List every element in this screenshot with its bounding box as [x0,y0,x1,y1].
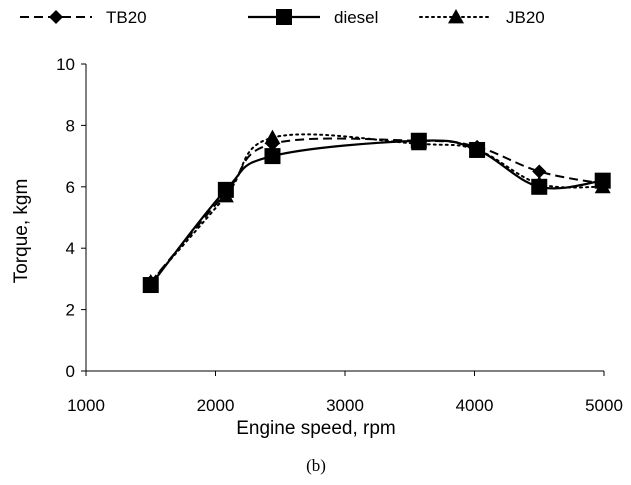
series-tb20 [143,133,610,289]
legend-marker-diesel [276,9,292,25]
series-diesel [142,132,611,294]
data-point-tb20 [265,136,280,151]
y-tick-label: 10 [56,55,75,74]
x-tick-label: 3000 [326,396,364,415]
series-line-tb20 [149,137,603,283]
legend-marker-jb20 [448,9,464,24]
figure-caption: (b) [306,456,326,475]
y-tick-label: 2 [66,301,75,320]
legend: TB20 diesel JB20 [20,8,545,27]
legend-item-tb20: TB20 [20,8,147,27]
legend-marker-tb20 [49,10,63,24]
y-tick-label: 8 [66,116,75,135]
data-point-tb20 [532,164,547,179]
data-point-diesel [142,277,159,294]
series-line-jb20 [149,133,604,283]
x-tick-label: 1000 [67,396,105,415]
y-tick-label: 0 [66,362,75,381]
data-point-diesel [531,178,548,195]
series-layer [142,129,611,294]
data-point-diesel [469,141,486,158]
y-axis-title: Torque, kgm [11,179,32,284]
x-tick-label: 5000 [585,396,623,415]
y-tick-label: 4 [66,239,75,258]
data-point-diesel [264,148,281,165]
x-tick-label: 2000 [197,396,235,415]
x-axis-title: Engine speed, rpm [236,418,396,439]
series-jb20 [142,129,611,289]
data-point-diesel [410,132,427,149]
data-point-diesel [594,172,611,189]
legend-label-tb20: TB20 [106,8,147,27]
legend-label-jb20: JB20 [506,8,545,27]
x-tick-label: 4000 [456,396,494,415]
series-line-diesel [149,139,603,286]
legend-label-diesel: diesel [334,8,378,27]
legend-item-diesel: diesel [248,8,378,27]
y-tick-label: 6 [66,178,75,197]
data-point-diesel [217,181,234,198]
legend-item-jb20: JB20 [419,8,545,27]
axes: 0 2 4 6 8 10 1000 2000 3000 4000 5000 [56,55,623,415]
